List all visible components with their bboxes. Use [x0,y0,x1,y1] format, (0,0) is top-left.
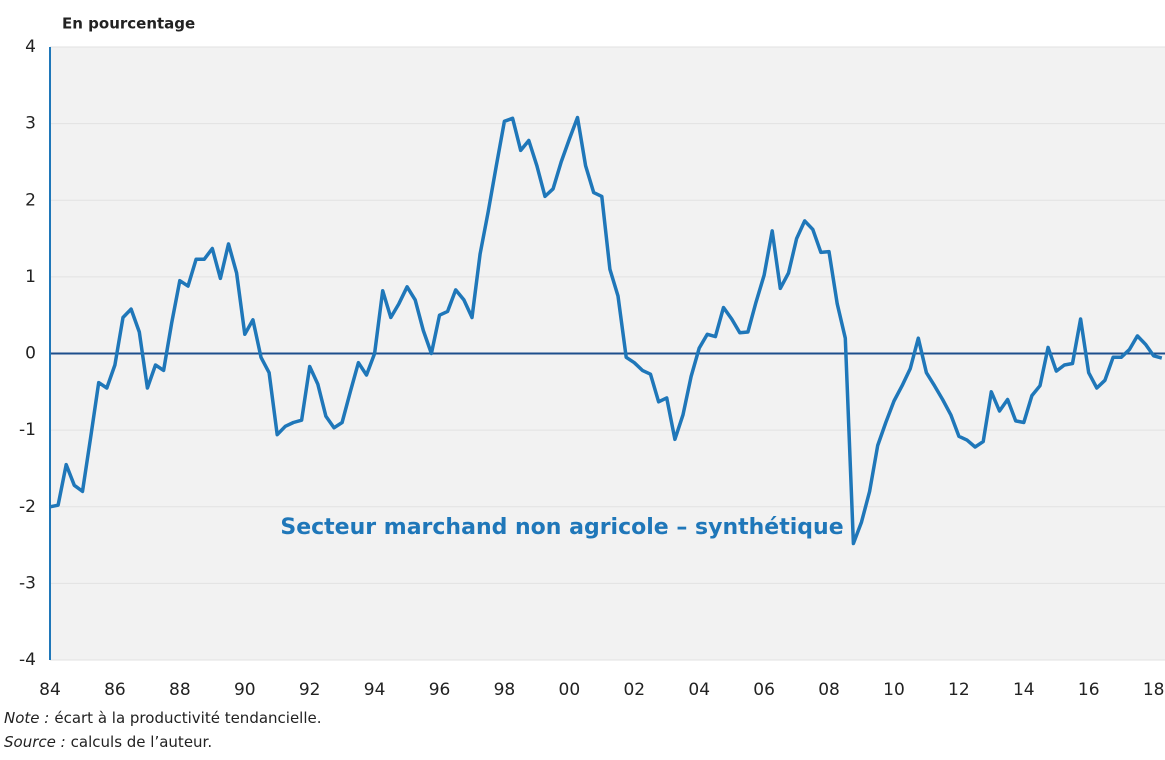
y-tick-label: -1 [19,420,36,440]
y-tick-label: 0 [25,344,36,364]
note-label: Source : [4,733,66,751]
x-tick-label: 96 [429,680,451,700]
note-text: calculs de l’auteur. [71,733,212,751]
note: Note : écart à la productivité tendanciel… [4,709,322,727]
y-tick-label: -3 [19,573,36,593]
x-tick-label: 92 [299,680,321,700]
x-tick-label: 10 [883,680,905,700]
x-tick-label: 02 [623,680,645,700]
x-tick-label: 06 [753,680,775,700]
x-tick-label: 12 [948,680,970,700]
x-tick-label: 14 [1013,680,1035,700]
y-axis-label: En pourcentage [62,15,195,33]
x-tick-label: 18 [1143,680,1165,700]
y-tick-label: 3 [25,114,36,134]
y-tick-label: 4 [25,37,36,57]
y-tick-label: 1 [25,267,36,287]
note-label: Note : [4,709,49,727]
note: Source : calculs de l’auteur. [4,733,212,751]
x-tick-label: 94 [364,680,386,700]
x-tick-label: 90 [234,680,256,700]
series-label: Secteur marchand non agricole – synthéti… [280,515,843,540]
series-line [49,115,1163,546]
x-tick-label: 84 [39,680,61,700]
x-tick-label: 16 [1078,680,1100,700]
x-tick-label: 04 [688,680,710,700]
x-tick-label: 88 [169,680,191,700]
x-tick-label: 98 [494,680,516,700]
y-tick-label: -4 [19,650,36,670]
x-tick-label: 00 [559,680,581,700]
y-tick-label: -2 [19,497,36,517]
x-tick-label: 08 [818,680,840,700]
x-tick-label: 86 [104,680,126,700]
y-tick-label: 2 [25,190,36,210]
note-text: écart à la productivité tendancielle. [54,709,321,727]
